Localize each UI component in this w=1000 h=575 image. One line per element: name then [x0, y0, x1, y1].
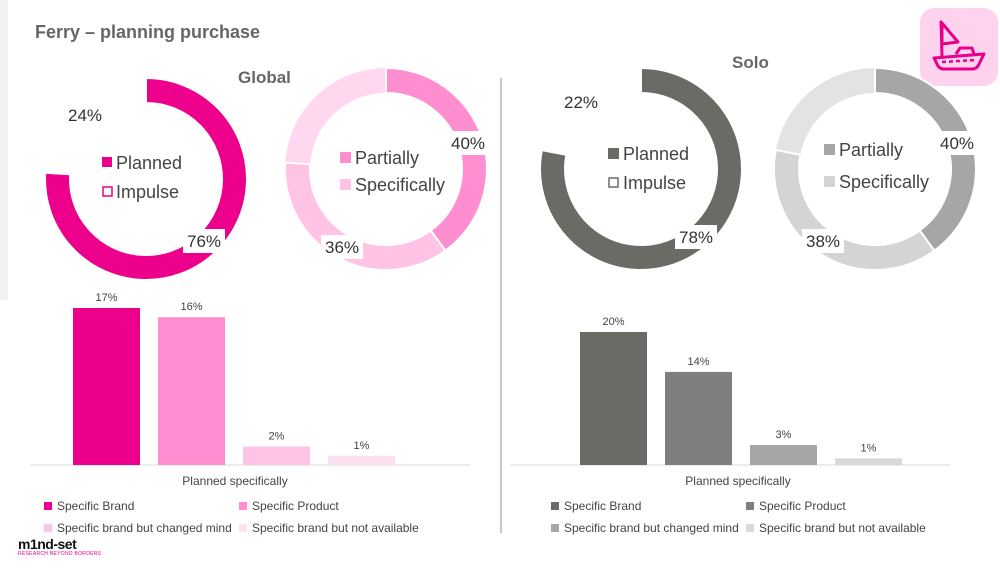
legend-label: Specific Brand — [564, 499, 642, 513]
donut-value-label: 36% — [325, 238, 359, 257]
bar-1 — [580, 332, 647, 465]
donut-label-box — [183, 229, 225, 253]
bar-4 — [328, 455, 395, 465]
left-edge-strip — [0, 0, 8, 575]
donut-label-box — [64, 103, 106, 127]
global-bar-chart: 17% 16% 2% 1% — [30, 292, 470, 466]
bar-2 — [665, 371, 732, 465]
mindset-logo: m1nd-set RESEARCH BEYOND BORDERS — [18, 536, 101, 557]
legend-label: Specific Product — [252, 499, 339, 513]
donut-slice-planned — [44, 76, 248, 281]
bar-value-label: 3% — [776, 429, 792, 441]
solo-bar-chart: 20% 14% 3% 1% — [510, 316, 950, 466]
donut-value-label: 76% — [187, 232, 221, 251]
bar-value-label: 14% — [687, 356, 709, 368]
legend-label: Specific brand but not available — [759, 521, 926, 535]
bar-value-label: 20% — [602, 316, 624, 328]
legend-swatch-specifically — [340, 179, 351, 190]
legend-label-impulse: Impulse — [116, 182, 179, 202]
donut-label-box — [560, 90, 602, 114]
ferry-icon — [920, 8, 998, 86]
donut-label-box — [936, 131, 978, 155]
global-section-title: Global — [238, 68, 291, 87]
bar-4 — [835, 458, 902, 465]
legend-swatch — [746, 502, 754, 510]
legend-swatch — [551, 502, 559, 510]
legend-item: Specific brand but changed mind — [551, 521, 739, 535]
bar-3 — [750, 445, 817, 465]
legend-label: Specific brand but changed mind — [564, 521, 739, 535]
bar-value-label: 17% — [95, 292, 117, 304]
solo-bar-axis-title: Planned specifically — [685, 474, 791, 488]
legend-label: Specific brand but changed mind — [57, 521, 232, 535]
page-title: Ferry – planning purchase — [35, 22, 261, 42]
global-partially-specifically-donut: 40% 36% Partially Specifically — [284, 66, 489, 271]
donut-label-box — [321, 235, 363, 259]
solo-planned-impulse-donut: 22% 78% Planned Impulse — [539, 66, 743, 271]
legend-label-planned: Planned — [623, 144, 689, 164]
legend-swatch-planned — [102, 157, 112, 167]
legend-label-impulse: Impulse — [623, 173, 686, 193]
legend-swatch — [44, 524, 52, 532]
donut-label-box — [802, 229, 844, 253]
bar-3 — [243, 446, 310, 465]
section-divider — [500, 78, 502, 533]
legend-swatch-planned — [608, 148, 619, 159]
legend-swatch — [551, 524, 559, 532]
bar-1 — [73, 308, 140, 465]
legend-label-specifically: Specifically — [839, 172, 929, 192]
donut-slice-planned — [539, 66, 743, 271]
donut-value-label: 24% — [68, 106, 102, 125]
legend-label-partially: Partially — [355, 148, 419, 168]
donut-label-box — [447, 131, 489, 155]
donut-label-box — [675, 225, 717, 249]
legend-swatch-specifically — [824, 176, 835, 187]
donut-slice-specifically — [773, 148, 936, 271]
legend-swatch-impulse — [608, 177, 619, 188]
legend-label-partially: Partially — [839, 140, 903, 160]
bar-2 — [158, 317, 225, 465]
legend-label-specifically: Specifically — [355, 175, 445, 195]
legend-item: Specific brand but changed mind — [44, 521, 232, 535]
legend-item: Specific Product — [746, 499, 846, 513]
donut-value-label: 40% — [940, 134, 974, 153]
legend-item: Specific brand but not available — [746, 521, 926, 535]
bar-value-label: 2% — [269, 431, 285, 443]
legend-swatch — [44, 502, 52, 510]
logo-wordmark: m1nd-set — [18, 536, 77, 552]
legend-swatch-partially — [340, 152, 351, 163]
legend-swatch — [239, 502, 247, 510]
global-planned-impulse-donut: 24% 76% Planned Impulse — [44, 76, 248, 281]
legend-label: Specific Brand — [57, 499, 135, 513]
legend-item: Specific Brand — [551, 499, 641, 513]
donut-value-label: 38% — [806, 232, 840, 251]
solo-section-title: Solo — [732, 53, 769, 72]
solo-partially-specifically-donut: 40% 38% Partially Specifically — [773, 66, 978, 271]
legend-item: Specific Brand — [44, 499, 134, 513]
legend-item: Specific brand but not available — [239, 521, 419, 535]
donut-value-label: 22% — [564, 93, 598, 112]
bar-value-label: 1% — [354, 440, 370, 452]
legend-swatch-partially — [824, 144, 835, 155]
legend-swatch — [239, 524, 247, 532]
donut-slice-impulse — [44, 76, 147, 176]
global-bar-axis-title: Planned specifically — [182, 474, 288, 488]
legend-item: Specific Product — [239, 499, 339, 513]
bar-value-label: 16% — [180, 301, 202, 313]
donut-value-label: 78% — [679, 228, 713, 247]
donut-value-label: 40% — [451, 134, 485, 153]
legend-label: Specific brand but not available — [252, 521, 419, 535]
legend-label: Specific Product — [759, 499, 846, 513]
legend-swatch-impulse — [102, 186, 113, 197]
legend-label-planned: Planned — [116, 153, 182, 173]
legend-swatch — [746, 524, 754, 532]
bar-value-label: 1% — [861, 442, 877, 454]
logo-tagline: RESEARCH BEYOND BORDERS — [18, 551, 102, 557]
